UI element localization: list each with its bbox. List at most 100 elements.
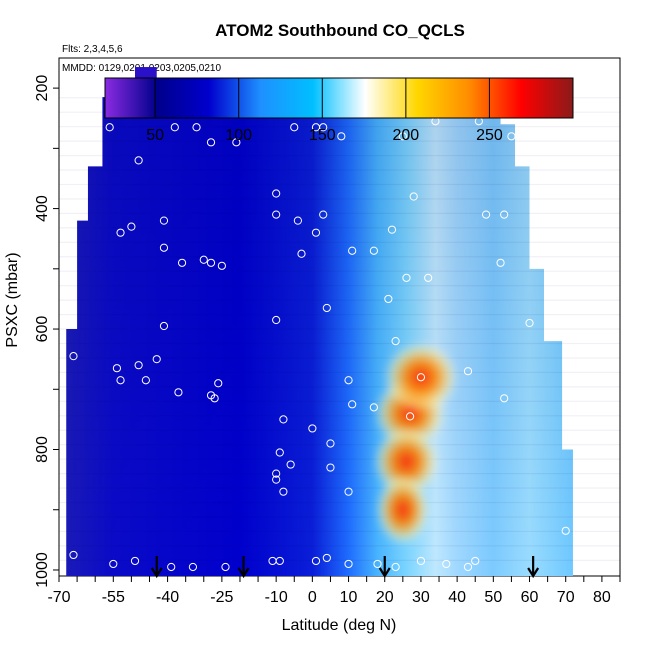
heatmap-band	[59, 357, 620, 359]
x-tick-label: -10	[265, 589, 288, 606]
sample-point	[272, 469, 281, 478]
sample-point	[272, 475, 281, 484]
sample-point	[416, 373, 426, 382]
sample-point	[311, 228, 321, 237]
sample-point	[221, 562, 230, 572]
sample-point	[507, 132, 516, 141]
sample-point	[500, 210, 509, 219]
sample-point	[69, 352, 78, 361]
colorbar-tick-label: 50	[146, 127, 164, 144]
latitude-arrow	[527, 556, 540, 579]
heatmap-band	[59, 473, 620, 475]
colorbar-ticks: 50 100 150 200 250	[146, 78, 503, 144]
chart-title: ATOM2 Southbound CO_QCLS	[215, 21, 465, 40]
sample-point	[217, 261, 226, 270]
sample-point	[159, 243, 169, 252]
colorbar-tick-label: 250	[476, 127, 503, 144]
sample-point	[275, 448, 284, 457]
sample-point	[134, 361, 143, 370]
sample-point	[174, 388, 183, 397]
sample-point	[481, 210, 491, 219]
x-tick-label: -25	[210, 589, 233, 606]
sample-point	[112, 364, 122, 373]
sample-point	[369, 403, 378, 412]
sample-point	[463, 367, 473, 376]
arrow-head	[237, 567, 250, 579]
latitude-markers	[150, 556, 540, 579]
y-tick-label: 400	[34, 195, 51, 222]
sample-point	[319, 123, 328, 132]
heatmap-band	[59, 429, 620, 431]
x-tick-label: 80	[593, 589, 611, 606]
sample-point	[214, 379, 223, 388]
sample-point	[232, 138, 241, 147]
sample-point	[272, 189, 281, 198]
heatmap-band	[59, 154, 620, 157]
plume-hotspot	[375, 473, 431, 546]
sample-point	[297, 249, 306, 258]
y-tick-label: 600	[34, 316, 51, 343]
sample-point	[210, 394, 219, 403]
y-tick-label: 1000	[34, 552, 51, 588]
x-axis: -70 -55 -40 -25 -10 0 10 20 30 40 50 60 70 80	[47, 576, 621, 606]
plume-hotspot	[382, 341, 459, 414]
sample-point	[344, 559, 353, 569]
sample-point	[500, 394, 509, 403]
x-tick-label: 10	[340, 589, 358, 606]
arrow-head	[527, 567, 540, 579]
y-axis-label: PSXC (mbar)	[4, 252, 21, 347]
colorbar	[104, 77, 574, 119]
x-tick-label: 20	[376, 589, 394, 606]
heatmap-band	[59, 126, 620, 128]
colorbar-tick-label: 200	[393, 127, 420, 144]
sample-point	[141, 376, 150, 385]
heatmap-shading	[66, 97, 573, 576]
heatmap-band	[59, 400, 620, 402]
sample-point	[337, 132, 346, 141]
x-tick-label: -70	[47, 589, 70, 606]
sample-point	[402, 273, 411, 282]
heatmap-band	[59, 183, 620, 186]
x-tick-label: 50	[484, 589, 502, 606]
sample-point	[384, 294, 393, 304]
sample-point	[134, 156, 143, 165]
y-axis: 200 400 600 800 1000	[34, 75, 59, 588]
sample-point	[116, 228, 125, 237]
sample-point	[170, 123, 179, 132]
x-tick-label: -40	[156, 589, 179, 606]
sample-point	[322, 553, 331, 563]
heatmap-band	[59, 487, 620, 489]
sample-point	[409, 192, 418, 201]
sample-point	[322, 303, 331, 313]
sample-point	[525, 318, 534, 328]
heatmap-band	[59, 386, 620, 388]
heatmap-band	[59, 458, 620, 460]
arrow-head	[150, 567, 163, 579]
sample-point	[275, 556, 284, 566]
sample-point	[391, 562, 400, 572]
sample-point	[463, 562, 473, 572]
sample-point	[109, 559, 118, 569]
sample-point	[561, 526, 570, 535]
sample-point	[369, 246, 378, 255]
sample-point	[308, 424, 317, 433]
sample-point	[405, 412, 415, 421]
sample-point	[192, 123, 201, 132]
sample-point	[387, 225, 397, 234]
heatmap-band	[59, 212, 620, 214]
heatmap-band	[59, 328, 620, 330]
colorbar-tick-label: 100	[225, 127, 252, 144]
heatmap-band	[59, 501, 620, 504]
sample-point	[326, 463, 335, 472]
sample-point	[279, 415, 288, 424]
heatmap-band	[59, 444, 620, 446]
heatmap-band	[59, 415, 620, 417]
sample-point	[424, 273, 433, 282]
sample-point	[471, 556, 480, 566]
sample-point	[199, 255, 208, 264]
heatmap-band	[59, 313, 620, 316]
heatmap-band	[59, 198, 620, 200]
x-tick-label: 70	[557, 589, 575, 606]
